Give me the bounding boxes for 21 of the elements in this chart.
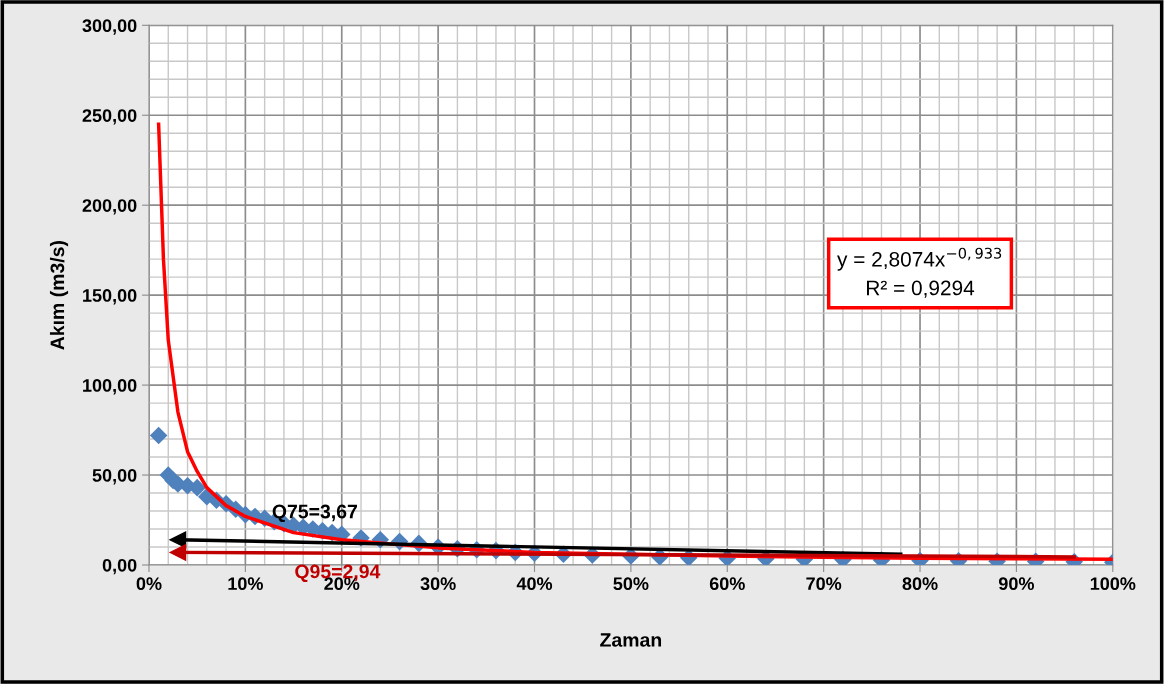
y-tick-label: 50,00 — [92, 468, 137, 485]
y-tick-label: 200,00 — [82, 199, 137, 215]
x-tick-label: 80% — [902, 577, 938, 591]
x-tick-label: 0% — [136, 577, 162, 591]
x-tick-label: 70% — [806, 577, 842, 591]
x-tick-label: 90% — [998, 577, 1034, 591]
x-axis-title: Zaman — [600, 633, 662, 647]
y-axis-title: Akım (m3/s) — [49, 241, 69, 350]
x-tick-label: 10% — [228, 577, 263, 591]
y-tick-label: 100,00 — [83, 379, 137, 395]
x-tick-label: 60% — [709, 577, 745, 591]
x-tick-label: 50% — [613, 577, 649, 591]
x-tick-label: 30% — [420, 577, 456, 591]
y-tick-label: 300,00 — [82, 19, 137, 35]
x-tick-label: 100% — [1090, 577, 1136, 591]
x-tick-label: 40% — [516, 577, 553, 591]
text: y = 2,8074x$^{−0,933}$ R² = 0,9294 — [837, 247, 1002, 298]
series-label: Q75=3,67 — [272, 504, 357, 523]
y-tick-label: 150,00 — [83, 289, 137, 305]
y-tick-label: 0,00 — [102, 558, 137, 575]
y-tick-label: 250,00 — [82, 109, 137, 125]
